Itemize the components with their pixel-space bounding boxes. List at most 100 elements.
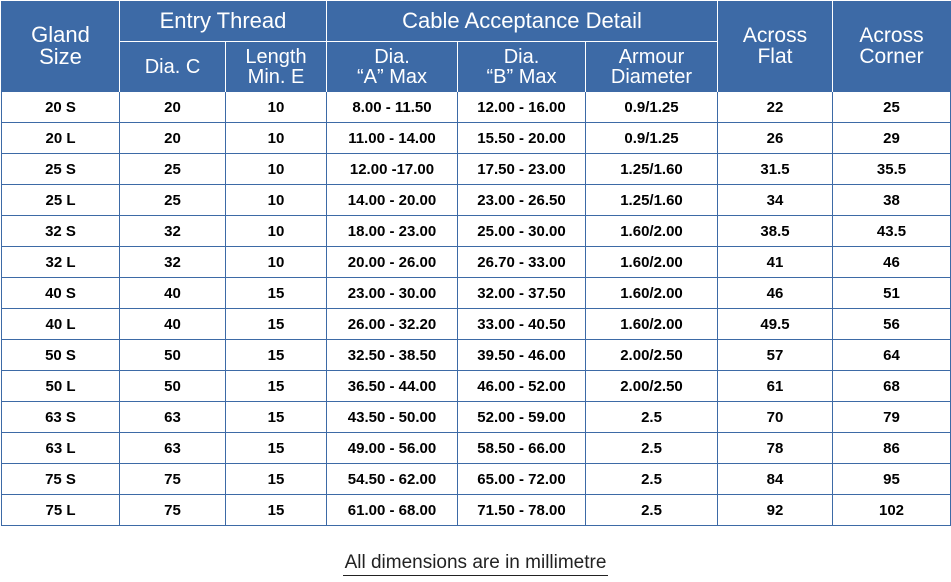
cell-across-flat: 70 [717,401,833,433]
cell-gland-size: 25 L [1,184,120,216]
header-length-min-e: Length Min. E [225,41,327,92]
cell-armour-diameter: 1.60/2.00 [585,308,718,340]
cell-gland-size: 63 L [1,432,120,464]
table-row: 50 S 50 15 32.50 - 38.50 39.50 - 46.00 2.00/2… [1,339,951,371]
cell-across-corner: 95 [832,463,951,495]
cell-across-flat: 49.5 [717,308,833,340]
cell-armour-diameter: 2.5 [585,432,718,464]
cell-dia-a-max: 49.00 - 56.00 [326,432,458,464]
cell-gland-size: 75 S [1,463,120,495]
cell-dia-a-max: 43.50 - 50.00 [326,401,458,433]
cell-across-corner: 64 [832,339,951,371]
cell-across-flat: 61 [717,370,833,402]
cell-across-flat: 57 [717,339,833,371]
cell-dia-b-max: 46.00 - 52.00 [457,370,586,402]
cell-dia-a-max: 54.50 - 62.00 [326,463,458,495]
table-row: 75 S 75 15 54.50 - 62.00 65.00 - 72.00 2.5 84 9… [1,463,951,495]
header-dia-b: Dia. “B” Max [457,41,586,92]
cell-across-corner: 102 [832,494,951,526]
cell-across-corner: 35.5 [832,153,951,185]
cell-dia-b-max: 65.00 - 72.00 [457,463,586,495]
cell-dia-b-max: 12.00 - 16.00 [457,91,586,123]
cell-across-flat: 78 [717,432,833,464]
cell-armour-diameter: 0.9/1.25 [585,122,718,154]
cell-gland-size: 40 S [1,277,120,309]
cell-length-min-e: 10 [225,215,327,247]
table-row: 40 S 40 15 23.00 - 30.00 32.00 - 37.50 1.60/2… [1,277,951,309]
cell-across-corner: 68 [832,370,951,402]
footnote-text: All dimensions are in millimetre [342,552,609,576]
footnote: All dimensions are in millimetre [0,552,951,576]
cell-dia-a-max: 8.00 - 11.50 [326,91,458,123]
cell-dia-c: 75 [119,494,226,526]
gland-dimensions-table: Gland Size Entry Thread Cable Acceptance… [1,1,951,526]
cell-dia-a-max: 20.00 - 26.00 [326,246,458,278]
cell-armour-diameter: 1.25/1.60 [585,184,718,216]
cell-dia-b-max: 71.50 - 78.00 [457,494,586,526]
cell-dia-a-max: 11.00 - 14.00 [326,122,458,154]
cell-armour-diameter: 1.25/1.60 [585,153,718,185]
table-row: 32 L 32 10 20.00 - 26.00 26.70 - 33.00 1.60/2… [1,246,951,278]
cell-dia-c: 63 [119,432,226,464]
cell-dia-c: 40 [119,308,226,340]
cell-length-min-e: 10 [225,153,327,185]
cell-dia-b-max: 52.00 - 59.00 [457,401,586,433]
cell-gland-size: 50 S [1,339,120,371]
cell-length-min-e: 15 [225,308,327,340]
header-gland-size: Gland Size [1,1,120,92]
cell-dia-a-max: 36.50 - 44.00 [326,370,458,402]
cell-gland-size: 20 L [1,122,120,154]
table-row: 32 S 32 10 18.00 - 23.00 25.00 - 30.00 1.60/2… [1,215,951,247]
header-armour-diameter: Armour Diameter [585,41,718,92]
cell-dia-b-max: 58.50 - 66.00 [457,432,586,464]
cell-dia-a-max: 23.00 - 30.00 [326,277,458,309]
cell-length-min-e: 15 [225,339,327,371]
cell-gland-size: 32 S [1,215,120,247]
cell-across-corner: 86 [832,432,951,464]
cell-across-corner: 46 [832,246,951,278]
table-row: 25 S 25 10 12.00 -17.00 17.50 - 23.00 1.25/1.… [1,153,951,185]
cell-dia-b-max: 26.70 - 33.00 [457,246,586,278]
header-dia-c: Dia. C [119,41,226,92]
cell-gland-size: 32 L [1,246,120,278]
cell-across-corner: 25 [832,91,951,123]
cell-dia-b-max: 15.50 - 20.00 [457,122,586,154]
cell-armour-diameter: 2.00/2.50 [585,370,718,402]
cell-across-flat: 41 [717,246,833,278]
cell-dia-b-max: 39.50 - 46.00 [457,339,586,371]
cell-dia-c: 32 [119,246,226,278]
cell-dia-c: 25 [119,153,226,185]
cell-dia-c: 50 [119,339,226,371]
table-header: Gland Size Entry Thread Cable Acceptance… [1,1,951,92]
cell-across-flat: 46 [717,277,833,309]
cell-armour-diameter: 2.5 [585,401,718,433]
cell-dia-c: 40 [119,277,226,309]
cell-gland-size: 75 L [1,494,120,526]
cell-across-corner: 56 [832,308,951,340]
cell-across-corner: 38 [832,184,951,216]
cell-dia-c: 20 [119,122,226,154]
cell-across-flat: 26 [717,122,833,154]
cell-dia-c: 32 [119,215,226,247]
cell-across-corner: 51 [832,277,951,309]
table-row: 20 S 20 10 8.00 - 11.50 12.00 - 16.00 0.9/1.2… [1,91,951,123]
table-row: 63 L 63 15 49.00 - 56.00 58.50 - 66.00 2.5 78 8… [1,432,951,464]
cell-gland-size: 63 S [1,401,120,433]
cell-across-corner: 79 [832,401,951,433]
cell-dia-a-max: 61.00 - 68.00 [326,494,458,526]
cell-armour-diameter: 2.00/2.50 [585,339,718,371]
cell-dia-b-max: 33.00 - 40.50 [457,308,586,340]
cell-across-corner: 29 [832,122,951,154]
cell-dia-c: 63 [119,401,226,433]
cell-gland-size: 25 S [1,153,120,185]
header-across-corner: Across Corner [832,1,951,92]
cell-dia-b-max: 32.00 - 37.50 [457,277,586,309]
cell-dia-b-max: 17.50 - 23.00 [457,153,586,185]
cell-across-flat: 38.5 [717,215,833,247]
cell-armour-diameter: 0.9/1.25 [585,91,718,123]
cell-dia-a-max: 14.00 - 20.00 [326,184,458,216]
table-row: 40 L 40 15 26.00 - 32.20 33.00 - 40.50 1.60/2… [1,308,951,340]
cell-armour-diameter: 2.5 [585,494,718,526]
cell-dia-b-max: 25.00 - 30.00 [457,215,586,247]
